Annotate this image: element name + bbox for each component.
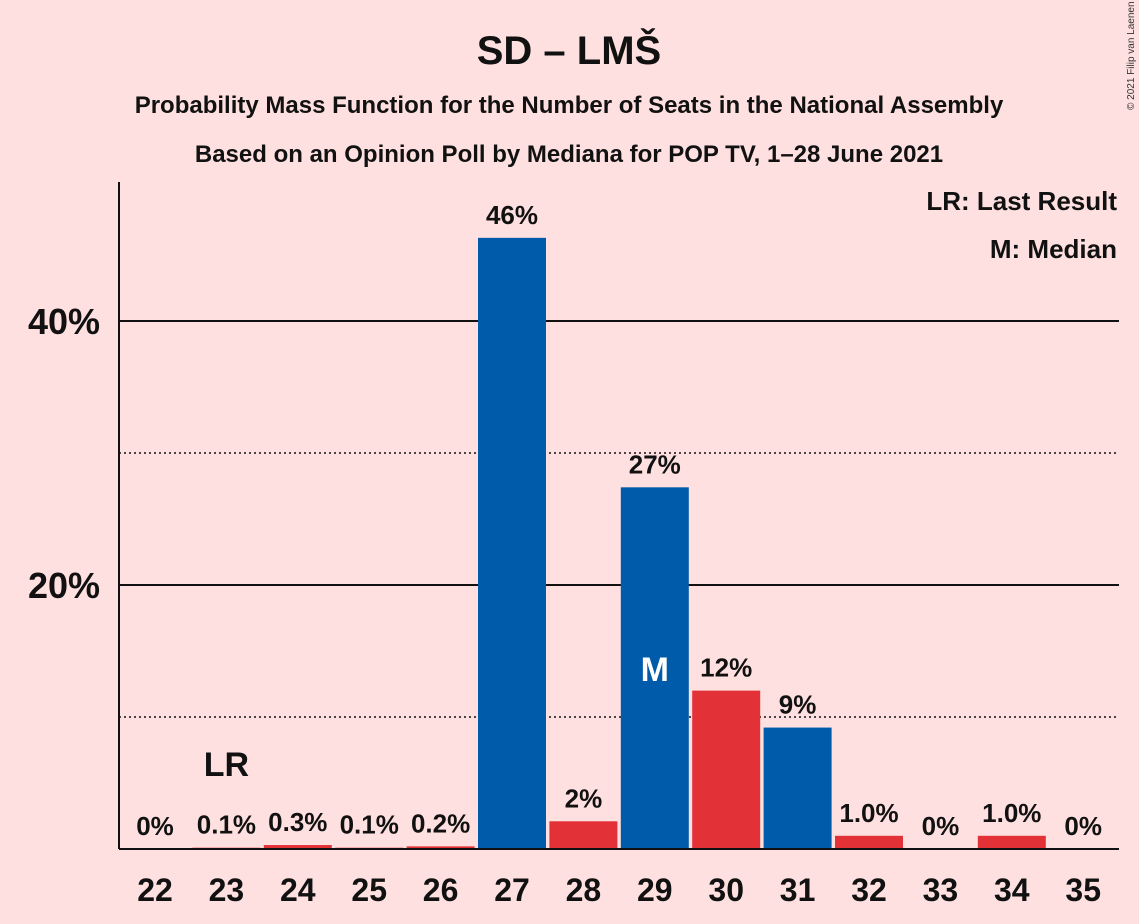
data-label-29: 27% <box>629 449 681 479</box>
bars <box>192 237 1046 850</box>
chart-subtitle-line-1: Probability Mass Function for the Number… <box>135 92 1004 119</box>
last-result-marker: LR <box>204 746 249 784</box>
data-label-34: 1.0% <box>982 798 1041 828</box>
x-tick-label-29: 29 <box>637 872 673 908</box>
x-tick-label-26: 26 <box>423 872 459 908</box>
x-axis-ticks: 22 23 24 25 26 27 28 29 30 31 32 33 34 35 <box>137 872 1101 908</box>
gridlines <box>119 320 1119 718</box>
data-label-27: 46% <box>486 200 538 230</box>
data-label-33: 0% <box>922 811 960 841</box>
bar-29 <box>620 487 689 849</box>
data-label-22: 0% <box>136 811 174 841</box>
x-tick-label-28: 28 <box>566 872 602 908</box>
bar-24 <box>263 845 332 849</box>
data-label-23: 0.1% <box>197 810 256 840</box>
y-tick-label-0: 20% <box>28 565 100 606</box>
data-label-30: 12% <box>700 653 752 683</box>
data-labels: 0% 0.1% 0.3% 0.1% 0.2% 46% 2% 27% 12% 9% 1.0% 0% 1.0… <box>136 200 1102 841</box>
data-label-35: 0% <box>1064 811 1102 841</box>
data-label-32: 1.0% <box>839 798 898 828</box>
x-tick-label-24: 24 <box>280 872 316 908</box>
x-tick-label-35: 35 <box>1065 872 1101 908</box>
bar-31 <box>763 727 832 849</box>
x-tick-label-30: 30 <box>708 872 744 908</box>
median-marker: M <box>641 651 669 689</box>
bar-27 <box>478 237 546 850</box>
bar-28 <box>549 821 618 849</box>
data-label-26: 0.2% <box>411 808 470 838</box>
x-tick-label-25: 25 <box>351 872 387 908</box>
y-axis-ticks: 20% 40% <box>28 301 100 606</box>
y-tick-label-1: 40% <box>28 301 100 342</box>
data-label-31: 9% <box>779 690 817 720</box>
markers: LR M <box>204 651 669 784</box>
bar-34 <box>977 835 1046 849</box>
data-label-24: 0.3% <box>268 807 327 837</box>
legend-last-result: LR: Last Result <box>926 186 1117 216</box>
chart-subtitle-line-2: Based on an Opinion Poll by Mediana for … <box>195 141 943 168</box>
x-tick-label-32: 32 <box>851 872 887 908</box>
x-tick-label-34: 34 <box>994 872 1030 908</box>
data-label-25: 0.1% <box>340 810 399 840</box>
bar-32 <box>835 835 903 849</box>
data-label-28: 2% <box>565 783 603 813</box>
bar-30 <box>692 690 761 849</box>
chart-title: SD – LMŠ <box>477 27 661 73</box>
x-tick-label-27: 27 <box>494 872 530 908</box>
bar-26 <box>406 846 475 849</box>
legend-median: M: Median <box>990 234 1117 264</box>
x-tick-label-23: 23 <box>209 872 245 908</box>
x-tick-label-33: 33 <box>923 872 959 908</box>
x-tick-label-22: 22 <box>137 872 173 908</box>
copyright-notice: © 2021 Filip van Laenen <box>1126 1 1137 110</box>
x-tick-label-31: 31 <box>780 872 816 908</box>
